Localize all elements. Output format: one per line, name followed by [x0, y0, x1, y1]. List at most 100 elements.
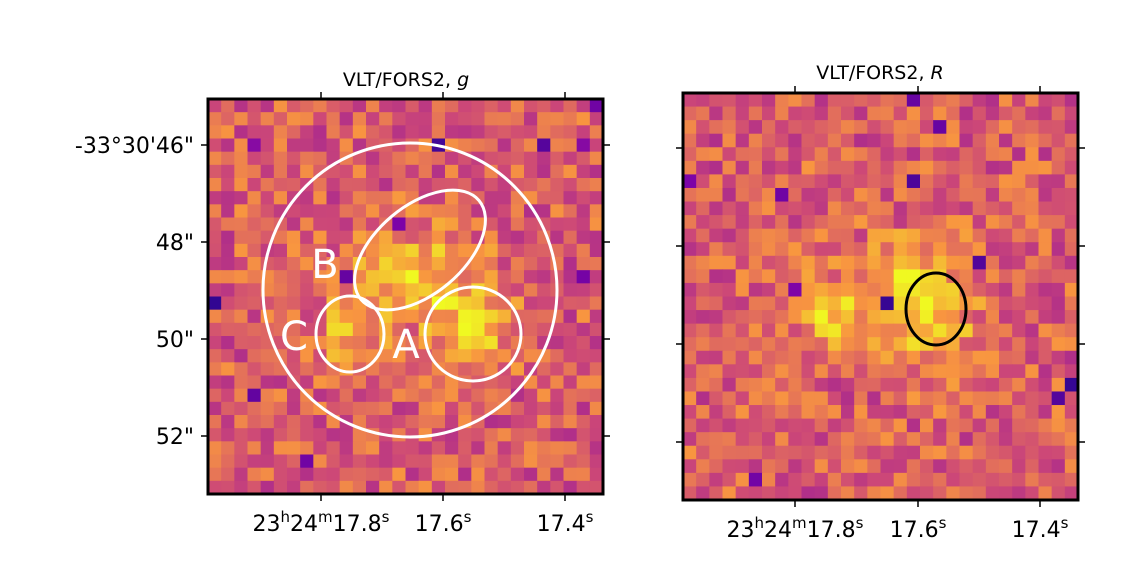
image-pixel [762, 472, 776, 488]
image-pixel [1025, 255, 1040, 270]
image-pixel [260, 99, 275, 113]
image-pixel [563, 415, 578, 429]
image-pixel [841, 187, 855, 203]
image-pixel [972, 174, 987, 189]
image-pixel [972, 377, 987, 393]
image-pixel [854, 93, 868, 108]
image-pixel [1038, 323, 1053, 338]
image-pixel [445, 230, 459, 245]
image-pixel [696, 364, 710, 379]
image-pixel [1051, 120, 1066, 135]
image-pixel [576, 230, 591, 245]
image-pixel [933, 323, 947, 338]
image-pixel [827, 486, 842, 501]
image-pixel [880, 160, 895, 175]
image-pixel [985, 269, 1000, 284]
image-pixel [801, 120, 816, 135]
image-pixel [379, 467, 393, 482]
image-pixel [841, 106, 855, 121]
image-pixel [867, 228, 882, 243]
image-pixel [683, 337, 697, 352]
image-pixel [933, 147, 947, 162]
image-pixel [762, 445, 776, 460]
image-pixel [576, 441, 591, 456]
image-pixel [471, 112, 486, 126]
image-pixel [221, 283, 235, 298]
image-pixel [1012, 255, 1026, 270]
image-pixel [985, 337, 1000, 352]
image-pixel [287, 99, 301, 113]
image-pixel [762, 350, 776, 365]
image-pixel [906, 472, 921, 488]
image-pixel [814, 269, 829, 284]
image-pixel [326, 191, 341, 205]
image-pixel [1051, 350, 1066, 365]
image-pixel [1038, 350, 1053, 365]
image-pixel [748, 201, 763, 216]
image-pixel [576, 480, 591, 495]
image-pixel [985, 120, 1000, 135]
image-pixel [300, 204, 314, 219]
image-pixel [576, 178, 591, 192]
image-pixel [893, 323, 908, 338]
image-pixel [497, 375, 512, 390]
image-pixel [458, 388, 472, 403]
image-pixel [260, 191, 275, 205]
image-pixel [696, 93, 710, 108]
image-pixel [221, 467, 235, 482]
image-pixel [366, 441, 380, 456]
image-pixel [775, 472, 789, 488]
image-pixel [735, 242, 750, 257]
image-pixel [471, 217, 486, 232]
image-pixel [880, 350, 895, 365]
image-pixel [431, 112, 446, 126]
image-pixel [854, 215, 868, 230]
image-pixel [762, 282, 776, 298]
image-pixel [589, 204, 604, 219]
image-pixel [287, 138, 301, 153]
image-pixel [801, 106, 816, 121]
image-pixel [550, 336, 565, 350]
image-pixel [221, 454, 235, 469]
image-pixel [379, 243, 393, 258]
image-pixel [431, 178, 446, 192]
image-pixel [247, 138, 262, 153]
image-pixel [445, 322, 459, 337]
image-pixel [287, 388, 301, 403]
image-pixel [418, 243, 433, 258]
image-pixel [775, 201, 789, 216]
image-pixel [814, 160, 829, 175]
image-pixel [696, 269, 710, 284]
image-pixel [510, 164, 525, 179]
image-pixel [313, 191, 328, 205]
image-pixel [906, 133, 921, 148]
image-pixel [497, 191, 512, 205]
image-pixel [1051, 364, 1066, 379]
image-pixel [906, 120, 921, 135]
image-pixel [801, 255, 816, 270]
image-pixel [392, 138, 407, 153]
image-pixel [563, 164, 578, 179]
image-pixel [471, 401, 486, 416]
image-pixel [735, 405, 750, 420]
image-pixel [827, 323, 842, 338]
image-pixel [418, 454, 433, 469]
image-pixel [366, 217, 380, 232]
image-pixel [775, 432, 789, 447]
image-pixel [972, 215, 987, 230]
image-pixel [537, 164, 551, 179]
image-pixel [985, 296, 1000, 311]
image-pixel [313, 112, 328, 126]
image-pixel [841, 310, 855, 325]
image-pixel [801, 93, 816, 108]
image-pixel [867, 106, 882, 121]
image-pixel [1051, 432, 1066, 447]
image-pixel [484, 204, 499, 219]
image-pixel [445, 309, 459, 324]
image-pixel [814, 310, 829, 325]
image-pixel [1051, 160, 1066, 175]
image-pixel [563, 257, 578, 271]
image-pixel [339, 362, 354, 377]
image-pixel [906, 486, 921, 501]
image-pixel [1012, 228, 1026, 243]
